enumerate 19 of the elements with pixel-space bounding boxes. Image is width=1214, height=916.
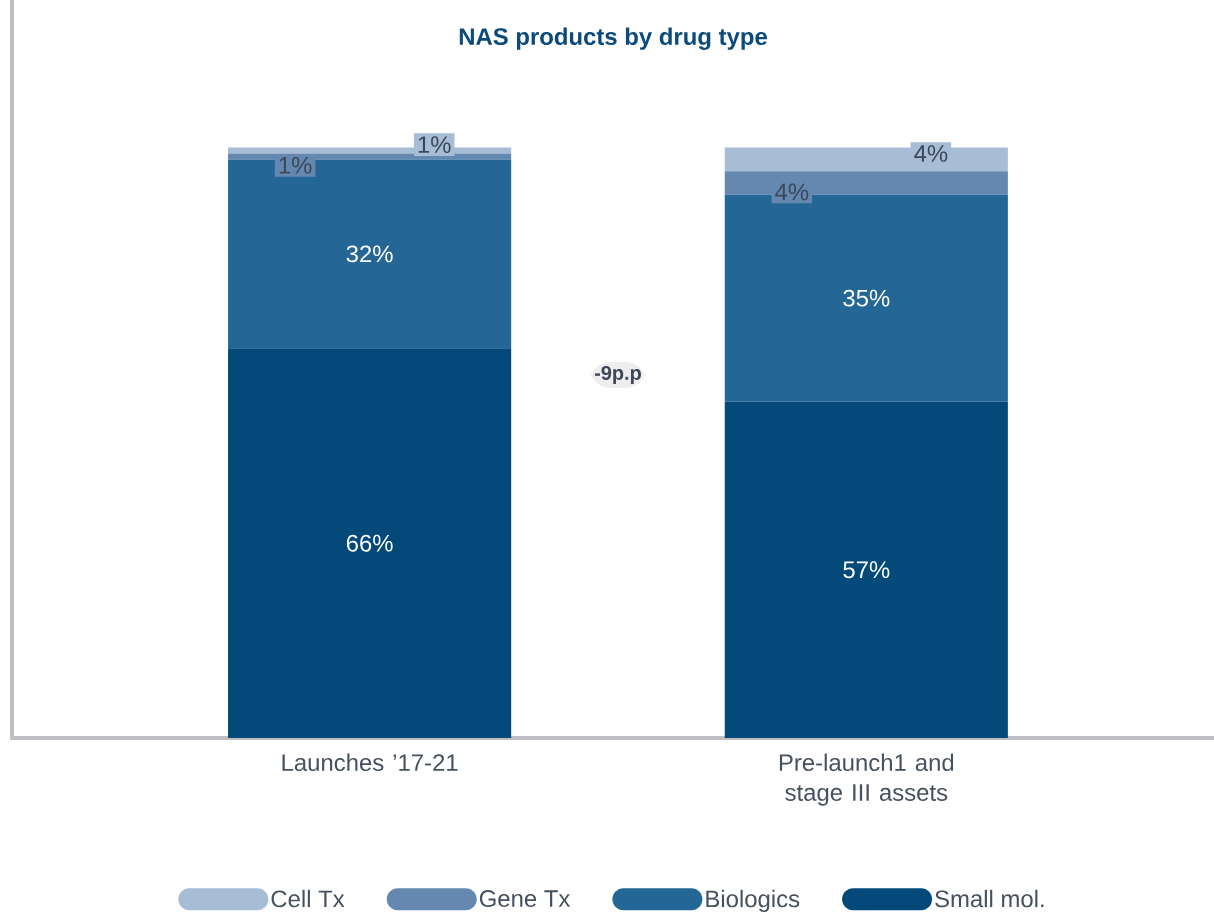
data-label: 35% (843, 289, 890, 307)
annotation: -9p.p (594, 365, 641, 384)
x-tick-label: Pre-launch1 and stage III assets (779, 753, 954, 806)
data-label: 4% (775, 183, 809, 201)
legend-label: Cell Tx (271, 889, 345, 908)
bar (228, 348, 512, 738)
legend-label: Small mol. (935, 889, 1044, 908)
bar (724, 401, 1008, 738)
x-tick-label: Launches ’17-21 (282, 753, 458, 772)
data-label: 32% (346, 245, 393, 263)
data-label: 66% (346, 534, 393, 552)
data-label: 1% (279, 156, 312, 174)
legend-label: Biologics (706, 889, 800, 913)
data-label: 57% (843, 561, 890, 579)
data-label: 4% (914, 145, 948, 162)
data-label: 1% (418, 136, 451, 153)
text: NAS products by drug type (459, 27, 767, 50)
bar (228, 159, 512, 349)
legend-label: Gene Tx (479, 890, 571, 908)
